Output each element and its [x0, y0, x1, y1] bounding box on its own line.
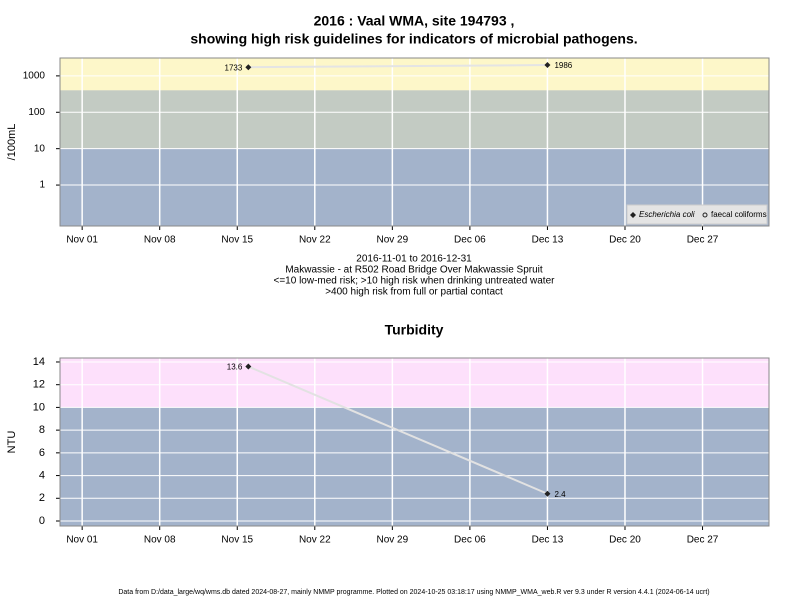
- y-tick-label: 1: [39, 180, 45, 191]
- y-tick-label: 14: [33, 356, 45, 368]
- x-tick-label: Dec 13: [532, 535, 564, 546]
- x-tick-label: Dec 20: [609, 535, 641, 546]
- x-tick-label: Nov 08: [144, 535, 176, 546]
- y-tick-label: 2: [39, 492, 45, 504]
- x-tick-label: Dec 27: [687, 235, 719, 246]
- legend-marker: [702, 212, 708, 218]
- note: <=10 low-med risk; >10 high risk when dr…: [274, 276, 556, 287]
- y-tick-label: 10: [33, 401, 45, 413]
- x-tick-label: Nov 08: [144, 235, 176, 246]
- data-label: 13.6: [227, 363, 243, 372]
- x-tick-label: Dec 27: [687, 535, 719, 546]
- y-axis-label: NTU: [6, 431, 18, 454]
- risk-band: [60, 358, 769, 408]
- marker: [245, 363, 252, 370]
- legend-label: Escherichia coli: [639, 210, 695, 219]
- risk-band: [60, 90, 769, 149]
- x-tick-label: Dec 06: [454, 535, 486, 546]
- y-tick-label: 0: [39, 515, 45, 527]
- x-tick-label: Nov 22: [299, 535, 331, 546]
- y-tick-label: 6: [39, 447, 45, 459]
- risk-band: [60, 58, 769, 91]
- y-tick-label: 100: [28, 107, 45, 118]
- marker: [245, 64, 252, 71]
- series-line: [247, 365, 548, 495]
- plot-frame: [59, 357, 770, 527]
- x-tick-label: Dec 20: [609, 235, 641, 246]
- x-tick-label: Nov 15: [221, 235, 253, 246]
- y-tick-label: 8: [39, 424, 45, 436]
- y-tick-label: 12: [33, 379, 45, 391]
- chart-title: 2016 : Vaal WMA, site 194793 ,: [314, 13, 515, 29]
- legend-box: [626, 204, 768, 225]
- y-tick-label: 4: [39, 469, 45, 481]
- data-label: 2.4: [554, 490, 566, 499]
- x-tick-label: Nov 29: [377, 235, 409, 246]
- x-tick-label: Nov 01: [66, 235, 98, 246]
- note: 2016-11-01 to 2016-12-31: [356, 254, 472, 265]
- y-tick-label: 10: [34, 143, 46, 154]
- marker: [544, 490, 551, 497]
- data-label: 1733: [225, 63, 243, 72]
- x-tick-label: Dec 13: [532, 235, 564, 246]
- footer: Data from D:/data_large/wq/wms.db dated …: [118, 589, 709, 596]
- x-tick-label: Nov 15: [221, 535, 253, 546]
- legend-label: faecal coliforms: [711, 210, 767, 219]
- x-tick-label: Nov 22: [299, 235, 331, 246]
- note: Makwassie - at R502 Road Bridge Over Mak…: [285, 265, 543, 276]
- marker: [544, 62, 551, 69]
- legend-marker: [630, 212, 636, 218]
- x-tick-label: Nov 01: [66, 535, 98, 546]
- x-tick-label: Nov 29: [377, 535, 409, 546]
- series-line: [248, 64, 548, 69]
- plot-frame: [59, 57, 770, 227]
- data-label: 1986: [554, 61, 572, 70]
- chart-title: showing high risk guidelines for indicat…: [190, 31, 637, 47]
- chart-title: Turbidity: [385, 322, 444, 338]
- y-tick-label: 1000: [23, 71, 46, 82]
- note: >400 high risk from full or partial cont…: [325, 287, 503, 298]
- x-tick-label: Dec 06: [454, 235, 486, 246]
- y-axis-label: /100mL: [6, 124, 18, 161]
